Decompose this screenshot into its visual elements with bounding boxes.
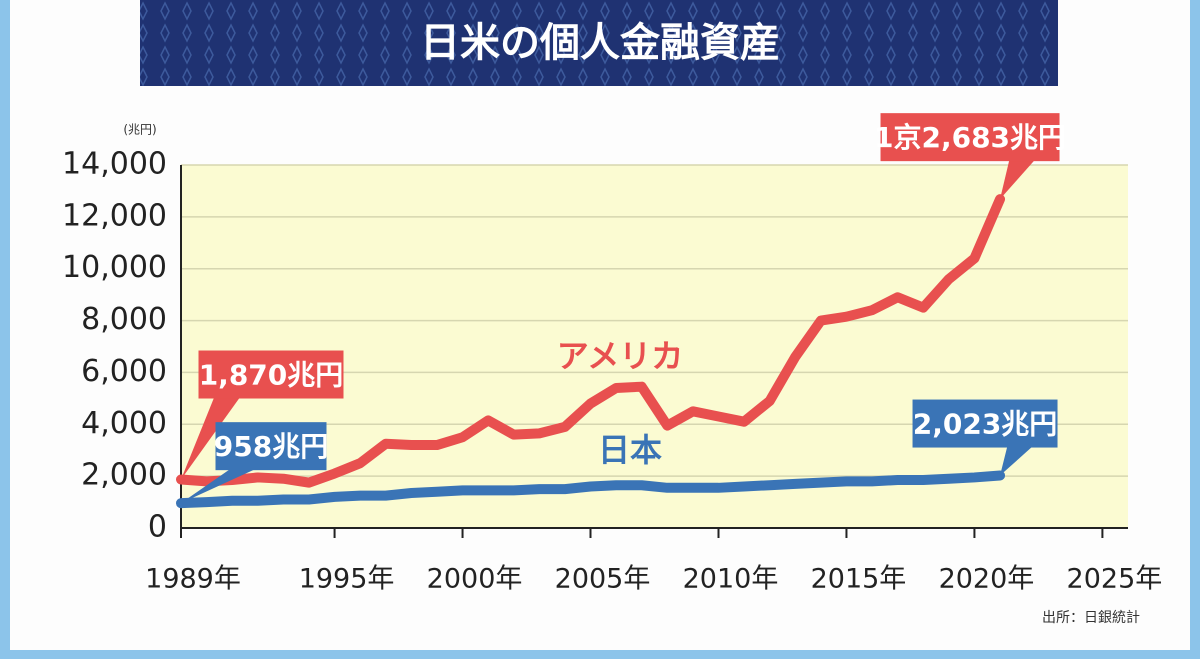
y-tick-label: 14,000: [62, 147, 167, 182]
y-tick-label: 4,000: [81, 406, 167, 441]
y-tick-label: 12,000: [62, 198, 167, 233]
value-label: 2,023兆円: [913, 408, 1058, 441]
callout-box: [880, 113, 1060, 162]
title-banner: [140, 0, 1058, 86]
series-line: [176, 194, 1006, 488]
callout-box: [215, 422, 327, 471]
source: 出所：日銀統計: [1042, 610, 1140, 626]
callout-box: [198, 350, 344, 399]
callout-pointer: [181, 468, 258, 504]
callout-pointer: [1000, 159, 1036, 200]
y-tick-label: 8,000: [81, 302, 167, 337]
value-label: 958兆円: [214, 430, 328, 463]
chart-title: 日米の個人金融資産: [420, 20, 780, 66]
y-tick-label: 0: [148, 510, 167, 545]
y-tick-label: 10,000: [62, 250, 167, 285]
callout-box: [912, 399, 1058, 448]
series-name: アメリカ: [557, 337, 683, 375]
x-tick-label: 2015年: [811, 564, 907, 595]
x-tick-label: 2020年: [939, 564, 1035, 595]
value-label: 1,870兆円: [199, 359, 344, 392]
series-name: 日本: [598, 431, 662, 469]
y-tick-label: 6,000: [81, 354, 167, 389]
x-tick-label: 2010年: [683, 564, 779, 595]
callout-pointer: [181, 396, 241, 480]
y-tick-label: 2,000: [81, 458, 167, 493]
value-label: 1京2,683兆円: [874, 121, 1066, 154]
callout-pointer: [1000, 445, 1034, 476]
x-tick-label: 2000年: [427, 564, 523, 595]
x-tick-label: 1995年: [299, 564, 395, 595]
x-tick-label: 1989年: [145, 564, 241, 595]
series-line: [176, 470, 1006, 509]
x-tick-label: 2025年: [1067, 564, 1163, 595]
y-axis-unit: (兆円): [123, 123, 156, 137]
x-tick-label: 2005年: [555, 564, 651, 595]
